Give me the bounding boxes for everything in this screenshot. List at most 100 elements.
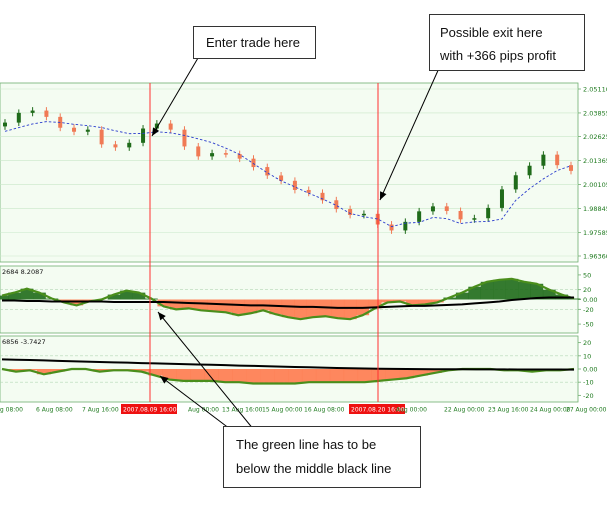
exit-arrow-shaft xyxy=(379,65,441,201)
highlighted-date-background-8 xyxy=(349,404,405,414)
histogram-bar-negative xyxy=(92,369,107,372)
bull-candle xyxy=(513,175,518,190)
histogram-bar-negative xyxy=(413,369,428,376)
time-axis-label-highlighted-3: 2007.08.09 16:00 xyxy=(123,407,177,414)
exit-callout: Possible exit here with +366 pips profit xyxy=(429,14,585,71)
histogram-bar-negative xyxy=(36,369,52,375)
histogram-bar-positive xyxy=(455,292,469,300)
histogram-bar-negative xyxy=(194,299,208,311)
exit-arrow-head xyxy=(380,191,387,200)
enter-trade-callout: Enter trade here xyxy=(193,26,316,59)
histogram-bar-negative xyxy=(169,299,183,310)
histogram-bar-negative xyxy=(148,369,163,376)
bear-candle xyxy=(306,189,311,193)
osc2-black-signal-line xyxy=(1,358,575,371)
price-axis-label-1: 2.03855 xyxy=(583,109,607,117)
candles-group xyxy=(3,107,573,234)
bear-candle xyxy=(292,180,297,190)
osc1-axis-label-2: 0.00 xyxy=(583,296,597,304)
histogram-bar-negative xyxy=(294,299,307,320)
bull-candle xyxy=(361,213,366,216)
bear-candle xyxy=(237,154,242,159)
osc1-axis-label-1: 20 xyxy=(583,286,591,294)
histogram-bar-positive xyxy=(107,294,121,300)
bear-candle xyxy=(320,192,325,201)
histogram-bar-negative xyxy=(232,299,245,316)
histogram-bar-negative xyxy=(162,369,177,380)
bear-candle xyxy=(334,200,339,210)
histogram-bar-negative xyxy=(329,369,345,383)
price-axis-label-7: 1.96360 xyxy=(583,253,607,261)
osc1-green-line xyxy=(1,277,575,321)
histogram-bar-negative xyxy=(406,299,419,306)
green-line-arrow-lower-head xyxy=(160,376,169,384)
bull-candle xyxy=(430,206,435,212)
histogram-bar-negative xyxy=(357,369,373,383)
bear-candle xyxy=(279,175,284,181)
histogram-bar-negative xyxy=(246,369,261,384)
histogram-bar-positive xyxy=(542,289,556,300)
histogram-bar-negative xyxy=(343,299,357,320)
histogram-bar-positive xyxy=(0,295,9,300)
histogram-bar-positive xyxy=(8,292,21,300)
bull-candle xyxy=(30,110,35,113)
osc2-axis-label-1: 10 xyxy=(583,352,591,360)
bear-candle xyxy=(265,167,270,176)
bear-candle xyxy=(182,129,187,147)
bull-candle xyxy=(541,154,546,166)
price-axis-label-0: 2.05110 xyxy=(583,86,607,94)
osc2-header: 6856 -3.7427 xyxy=(2,338,46,346)
enter-trade-arrow-head xyxy=(152,127,160,136)
osc1-black-signal-line xyxy=(2,296,574,309)
price-axis-label-5: 1.98845 xyxy=(583,205,607,213)
histogram-bar-positive xyxy=(567,298,581,300)
time-axis-label-13: 27 Aug 00:00 xyxy=(566,407,607,414)
histogram-bar-positive xyxy=(33,292,46,300)
histogram-bar-negative xyxy=(371,369,386,381)
time-axis-label-9: Aug 00:00 xyxy=(396,407,427,414)
osc1-axis-label-4: -50 xyxy=(583,321,594,329)
bear-candle xyxy=(99,129,104,145)
histogram-bar-negative xyxy=(50,369,66,372)
time-axis-label-7: 16 Aug 08:00 xyxy=(304,407,345,414)
bull-candle xyxy=(403,221,408,231)
histogram-bar-positive xyxy=(132,292,146,300)
histogram-bar-negative xyxy=(368,299,382,309)
histogram-bar-positive xyxy=(518,281,531,300)
bear-candle xyxy=(223,153,228,155)
histogram-bar-negative xyxy=(207,299,220,312)
histogram-bar-negative xyxy=(431,299,444,303)
histogram-bar-positive xyxy=(468,286,482,300)
bear-candle xyxy=(168,123,173,130)
osc2-axis-label-0: 20 xyxy=(583,339,591,347)
highlighted-date-background-3 xyxy=(121,404,177,414)
bull-candle xyxy=(127,142,132,148)
histogram-bar-negative xyxy=(381,299,394,303)
histogram-bar-negative xyxy=(274,369,289,384)
histogram-bar-negative xyxy=(176,369,191,381)
time-axis-label-10: 22 Aug 00:00 xyxy=(444,407,485,414)
histogram-bar-negative xyxy=(288,369,303,384)
green-line-text-line1: The green line has to be xyxy=(236,437,377,452)
price-axis-label-3: 2.01365 xyxy=(583,157,607,165)
bear-candle xyxy=(458,210,463,220)
bull-candle xyxy=(85,129,90,132)
green-line-callout: The green line has to be below the middl… xyxy=(223,426,421,488)
enter-trade-text: Enter trade here xyxy=(206,35,300,50)
osc2-axis-label-4: -20 xyxy=(583,392,594,400)
histogram-bar-positive xyxy=(493,279,506,300)
bull-candle xyxy=(499,189,504,208)
histogram-bar-negative xyxy=(385,369,400,380)
time-axis-label-11: 23 Aug 16:00 xyxy=(488,407,529,414)
bull-candle xyxy=(3,122,7,127)
bull-candle xyxy=(210,153,215,157)
bear-candle xyxy=(348,209,353,215)
histogram-bar-negative xyxy=(134,369,149,372)
histogram-bar-negative xyxy=(204,369,219,381)
exit-arrow xyxy=(379,65,441,201)
time-axis-label-6: 15 Aug 00:00 xyxy=(262,407,303,414)
exit-text-line2: with +366 pips profit xyxy=(440,48,556,63)
bull-candle xyxy=(417,211,422,222)
bull-candle xyxy=(16,112,21,123)
time-axis-label-2: 7 Aug 16:00 xyxy=(82,407,119,414)
